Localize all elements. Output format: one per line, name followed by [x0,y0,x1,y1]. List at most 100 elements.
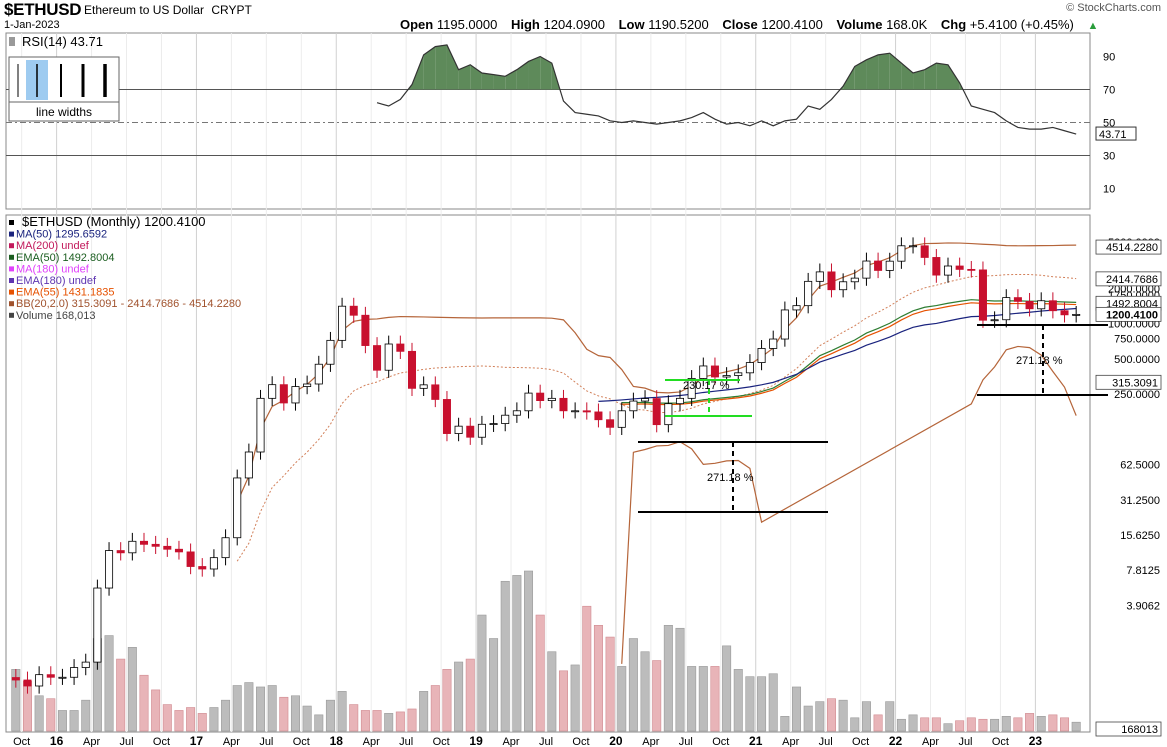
x-tick-label: Oct [293,736,310,747]
candle-body [606,419,615,428]
candle-body [792,305,801,311]
x-tick-label: 17 [190,734,204,747]
x-tick-label: Oct [852,736,869,747]
vertical-grid [21,33,1036,732]
bb-middle-line [236,273,1077,562]
candle-body [687,378,696,399]
legend-entry: EMA(180) undef [16,275,97,287]
rsi-overbought-fill [913,69,925,90]
volume-bar [617,666,627,732]
candle-body [757,348,766,363]
stockcharts-credit[interactable]: © StockCharts.com [1066,2,1161,14]
volume-bar [186,707,196,732]
price-value-label: 168013 [1121,724,1158,736]
candle-body [652,398,661,426]
price-value-box [1095,271,1162,287]
x-tick-label: 19 [469,734,483,747]
candle-body [256,397,265,453]
candle-body [303,383,312,387]
line-widths-widget[interactable]: line widths [8,56,120,122]
price-value-label: 4514.2280 [1106,242,1158,254]
ma50-line [598,307,1077,402]
candle-body [454,425,463,434]
legend-entry: $ETHUSD (Monthly) 1200.4100 [22,214,206,229]
price-tick-label: 500.0000 [1114,354,1160,366]
candle-body [105,550,114,589]
x-tick-label: 20 [609,734,623,747]
volume-bar [46,698,56,732]
candle-body [163,545,172,550]
volume-bar [628,638,638,732]
close-label: Close [722,17,758,32]
volume-bar [687,666,697,732]
volume-bar [81,699,91,732]
candle-body [943,265,953,276]
legend-entry: MA(200) undef [16,240,90,252]
volume-bar [57,710,67,732]
volume-bar [349,704,359,732]
line-widths-label: line widths [36,105,92,119]
candle-body [641,398,650,402]
volume-bar [384,713,394,732]
candle-body [221,537,230,559]
price-tick-label: 2000.0000 [1108,283,1160,295]
volume-bar [978,718,988,732]
volume-bar [640,651,650,732]
candle-body [955,265,964,270]
volume-bar [232,685,242,732]
rsi-overbought-fill [505,69,517,90]
candle-body [1002,297,1011,321]
candle-body [198,566,207,570]
volume-bar [733,669,743,732]
rsi-overbought-fill [423,46,436,90]
candle-body [1072,313,1081,316]
bb-lower-line [621,345,1077,664]
candle-body [93,587,102,663]
candle-body [81,661,90,668]
legend-entry: MA(50) 1295.6592 [16,229,107,241]
ema55-line [621,302,1077,406]
x-tick-label: 21 [749,734,763,747]
candle-body [1060,310,1069,316]
candle-body [582,410,591,413]
high-label: High [510,17,540,32]
candle-body [512,410,521,416]
rsi-overbought-fill [493,74,506,90]
x-tick-label: Jul [819,736,833,747]
candle-body [524,392,533,412]
volume-label: Volume [836,17,883,32]
candle-body [244,451,253,479]
ema50-line [621,299,1077,404]
volume-bar [104,635,114,732]
x-tick-label: Apr [782,736,799,747]
candle-body [920,245,929,258]
price-value-label: 315.3091 [1112,377,1158,389]
candle-body [139,540,149,545]
volume-bar [372,710,382,732]
measure-low-label: 271.18 % [707,472,754,484]
volume-value: 168.0K [886,17,928,32]
candle-body [827,271,836,291]
price-value-box [1095,239,1162,255]
x-tick-label: Jul [259,736,273,747]
volume-bar [558,670,568,732]
volume-bar [290,695,300,732]
volume-bar [325,699,335,732]
low-label: Low [618,17,645,32]
open-label: Open [400,17,434,32]
candle-body [932,257,941,276]
candle-body [11,677,20,681]
volume-bar [966,717,976,732]
candle-body [151,543,160,547]
candle-body [314,363,323,385]
volume-bar [826,698,836,732]
candle-body [617,410,626,428]
volume-bar [430,685,440,732]
rsi-line [376,44,1077,135]
volume-bar [920,717,930,732]
candle-body [361,314,370,346]
candle-body [862,260,871,279]
volume-bar [722,645,732,732]
x-tick-label: Oct [433,736,450,747]
